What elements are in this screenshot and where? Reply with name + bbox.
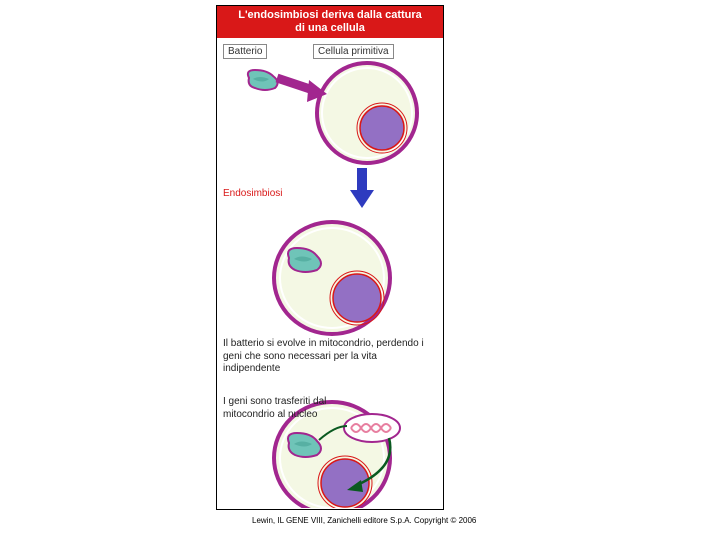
header-line-2: di una cellula (295, 22, 365, 34)
caption-transfer-text: I geni sono trasferiti dal mitocondrio a… (223, 396, 326, 420)
cell-primitive (317, 63, 417, 163)
figure-header: L'endosimbiosi deriva dalla cattura di u… (217, 6, 443, 38)
copyright-text: Lewin, IL GENE VIII, Zanichelli editore … (252, 516, 476, 525)
copyright-caption: Lewin, IL GENE VIII, Zanichelli editore … (252, 516, 476, 525)
figure-panel: L'endosimbiosi deriva dalla cattura di u… (216, 5, 444, 510)
cell-endosymbiosis (274, 222, 390, 334)
diagram-area: Batterio Cellula primitiva Endosimbiosi … (217, 38, 443, 508)
diagram-svg (217, 38, 445, 508)
arrow-down-1 (350, 168, 374, 208)
label-bacterium-text: Batterio (228, 46, 262, 57)
header-line-1: L'endosimbiosi deriva dalla cattura (238, 9, 422, 21)
label-primitive-cell-text: Cellula primitiva (318, 46, 389, 57)
label-bacterium: Batterio (223, 44, 267, 59)
label-endosymbiosis-text: Endosimbiosi (223, 188, 282, 199)
caption-evolution: Il batterio si evolve in mitocondrio, pe… (223, 338, 437, 376)
caption-transfer: I geni sono trasferiti dal mitocondrio a… (223, 396, 333, 421)
caption-evolution-text: Il batterio si evolve in mitocondrio, pe… (223, 338, 424, 374)
label-endosymbiosis: Endosimbiosi (223, 188, 282, 201)
label-primitive-cell: Cellula primitiva (313, 44, 394, 59)
bacterium-free (248, 70, 278, 90)
